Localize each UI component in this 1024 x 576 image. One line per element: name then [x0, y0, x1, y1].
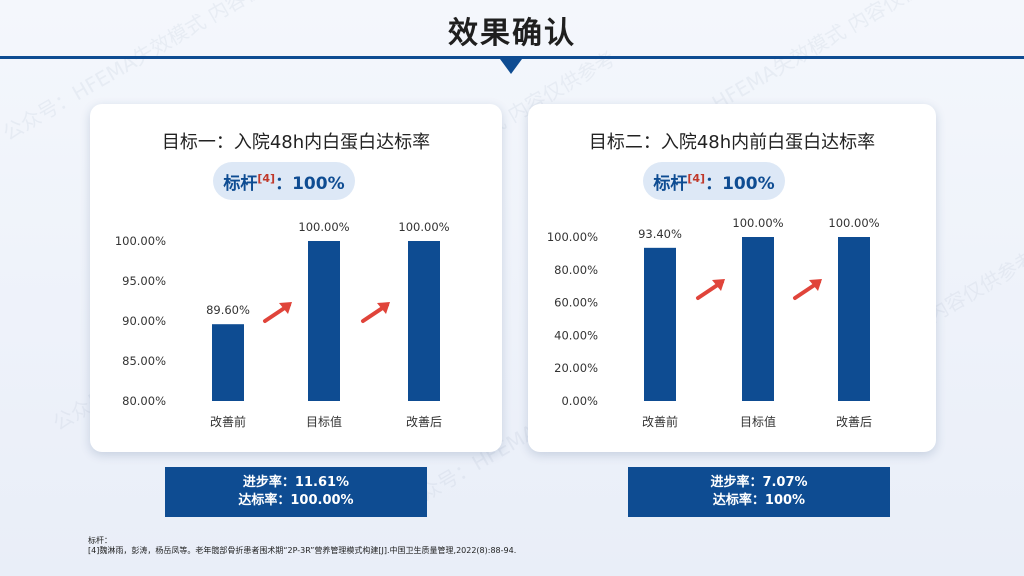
y-tick-label: 90.00% [122, 314, 166, 328]
y-tick-label: 20.00% [554, 361, 598, 375]
card-title: 目标二：入院48h内前白蛋白达标率 [588, 132, 876, 153]
summary-box-goal-2: 进步率：7.07% 达标率：100% [628, 467, 890, 517]
category-label: 目标值 [306, 414, 342, 429]
chart-card-goal-2: 目标二：入院48h内前白蛋白达标率 标杆 [4] ：100% 0.00% 20.00%… [528, 104, 936, 452]
y-tick-label: 80.00% [122, 394, 166, 408]
benchmark-pill: 标杆 [4] ：100% [213, 162, 355, 200]
bar [742, 237, 774, 401]
bar [408, 241, 440, 401]
bar [212, 324, 244, 401]
bar-chart-goal-2: 0.00% 20.00% 40.00% 60.00% 80.00% 100.00% 93.4… [547, 216, 880, 429]
bar [644, 247, 676, 401]
data-label: 100.00% [398, 220, 449, 234]
benchmark-value: ：100% [275, 173, 345, 194]
category-label: 改善后 [406, 414, 442, 429]
category-label: 改善前 [210, 414, 246, 429]
progress-rate: 进步率：11.61% [242, 475, 350, 490]
benchmark-value: ：100% [705, 173, 775, 194]
trend-arrow-icon [263, 302, 292, 323]
y-tick-label: 80.00% [554, 263, 598, 277]
bar-chart-goal-1: 80.00% 85.00% 90.00% 95.00% 100.00% 89.60% 改善前… [115, 220, 450, 429]
summary-box-goal-1: 进步率：11.61% 达标率：100.00% [165, 467, 427, 517]
data-label: 100.00% [298, 220, 349, 234]
y-tick-label: 100.00% [115, 234, 166, 248]
benchmark-label: 标杆 [223, 173, 258, 194]
data-label: 89.60% [206, 303, 250, 317]
page-title: 效果确认 [448, 16, 576, 51]
data-label: 100.00% [732, 216, 783, 230]
progress-rate: 进步率：7.07% [710, 475, 808, 490]
y-tick-label: 40.00% [554, 328, 598, 342]
data-label: 100.00% [828, 216, 879, 230]
benchmark-pill: 标杆 [4] ：100% [643, 162, 785, 200]
category-label: 改善前 [642, 414, 678, 429]
trend-arrow-icon [361, 302, 390, 323]
category-label: 目标值 [740, 414, 776, 429]
benchmark-label: 标杆 [653, 173, 688, 194]
bar [308, 241, 340, 401]
title-pointer [500, 59, 522, 74]
y-tick-label: 100.00% [547, 230, 598, 244]
y-tick-label: 60.00% [554, 296, 598, 310]
category-label: 改善后 [836, 414, 872, 429]
bar [838, 237, 870, 401]
trend-arrow-icon [793, 279, 822, 300]
y-tick-label: 0.00% [561, 394, 598, 408]
achievement-rate: 达标率：100% [712, 493, 806, 508]
title-divider [0, 56, 1024, 59]
y-tick-label: 85.00% [122, 354, 166, 368]
chart-card-goal-1: 目标一：入院48h内白蛋白达标率 标杆 [4] ：100% 80.00% 85.00%… [90, 104, 502, 452]
benchmark-ref: [4] [257, 171, 276, 185]
achievement-rate: 达标率：100.00% [238, 493, 354, 508]
benchmark-ref: [4] [687, 171, 706, 185]
data-label: 93.40% [638, 227, 682, 241]
y-tick-label: 95.00% [122, 274, 166, 288]
reference-label: 标杆： [88, 536, 112, 545]
card-title: 目标一：入院48h内白蛋白达标率 [161, 132, 431, 153]
trend-arrow-icon [696, 279, 725, 300]
reference-text: [4]魏淋雨，彭涛，杨岳凤等。老年髋部骨折患者围术期“2P-3R”营养管理模式构… [88, 546, 517, 555]
